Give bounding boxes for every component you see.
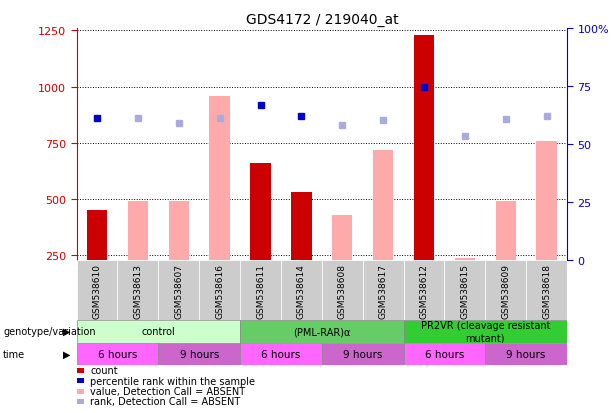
Title: GDS4172 / 219040_at: GDS4172 / 219040_at bbox=[246, 12, 398, 26]
Bar bbox=[322, 343, 403, 366]
Bar bbox=[77, 260, 118, 320]
Text: 6 hours: 6 hours bbox=[425, 349, 464, 359]
Bar bbox=[210, 96, 230, 312]
Text: 6 hours: 6 hours bbox=[261, 349, 300, 359]
Text: ▶: ▶ bbox=[63, 349, 70, 359]
Bar bbox=[158, 343, 240, 366]
Text: time: time bbox=[3, 349, 25, 359]
Bar bbox=[444, 260, 485, 320]
Text: GSM538609: GSM538609 bbox=[501, 263, 510, 318]
Bar bbox=[77, 343, 158, 366]
Text: GSM538613: GSM538613 bbox=[134, 263, 142, 318]
Bar bbox=[158, 260, 199, 320]
Bar bbox=[281, 260, 322, 320]
Bar bbox=[87, 211, 107, 312]
Text: GSM538616: GSM538616 bbox=[215, 263, 224, 318]
Text: 9 hours: 9 hours bbox=[506, 349, 546, 359]
Text: GSM538610: GSM538610 bbox=[93, 263, 102, 318]
Bar bbox=[536, 141, 557, 312]
Bar bbox=[403, 343, 485, 366]
Text: GSM538607: GSM538607 bbox=[174, 263, 183, 318]
Bar bbox=[77, 320, 240, 343]
Text: percentile rank within the sample: percentile rank within the sample bbox=[90, 376, 255, 386]
Bar bbox=[495, 202, 516, 312]
Bar bbox=[332, 215, 352, 312]
Text: PR2VR (cleavage resistant
mutant): PR2VR (cleavage resistant mutant) bbox=[421, 320, 550, 342]
Bar bbox=[118, 260, 158, 320]
Text: GSM538615: GSM538615 bbox=[460, 263, 470, 318]
Bar bbox=[240, 343, 322, 366]
Text: 6 hours: 6 hours bbox=[98, 349, 137, 359]
Text: ▶: ▶ bbox=[63, 326, 70, 337]
Bar bbox=[403, 320, 567, 343]
Bar bbox=[322, 260, 363, 320]
Text: GSM538614: GSM538614 bbox=[297, 263, 306, 318]
Text: GSM538618: GSM538618 bbox=[542, 263, 551, 318]
Text: GSM538617: GSM538617 bbox=[379, 263, 387, 318]
Text: control: control bbox=[142, 326, 175, 337]
Bar bbox=[485, 260, 526, 320]
Bar bbox=[169, 202, 189, 312]
Bar bbox=[363, 260, 403, 320]
Text: value, Detection Call = ABSENT: value, Detection Call = ABSENT bbox=[90, 386, 245, 396]
Bar bbox=[403, 260, 444, 320]
Bar bbox=[240, 320, 403, 343]
Bar bbox=[199, 260, 240, 320]
Bar bbox=[373, 150, 394, 312]
Bar bbox=[250, 164, 271, 312]
Text: genotype/variation: genotype/variation bbox=[3, 326, 96, 337]
Bar bbox=[414, 36, 434, 312]
Text: GSM538608: GSM538608 bbox=[338, 263, 347, 318]
Bar bbox=[128, 202, 148, 312]
Text: 9 hours: 9 hours bbox=[180, 349, 219, 359]
Bar bbox=[485, 343, 567, 366]
Text: GSM538612: GSM538612 bbox=[419, 263, 428, 318]
Bar bbox=[240, 260, 281, 320]
Text: rank, Detection Call = ABSENT: rank, Detection Call = ABSENT bbox=[90, 396, 240, 406]
Bar bbox=[526, 260, 567, 320]
Text: (PML-RAR)α: (PML-RAR)α bbox=[293, 326, 351, 337]
Text: 9 hours: 9 hours bbox=[343, 349, 383, 359]
Text: count: count bbox=[90, 366, 118, 375]
Bar bbox=[291, 193, 311, 312]
Bar bbox=[455, 258, 475, 312]
Text: GSM538611: GSM538611 bbox=[256, 263, 265, 318]
